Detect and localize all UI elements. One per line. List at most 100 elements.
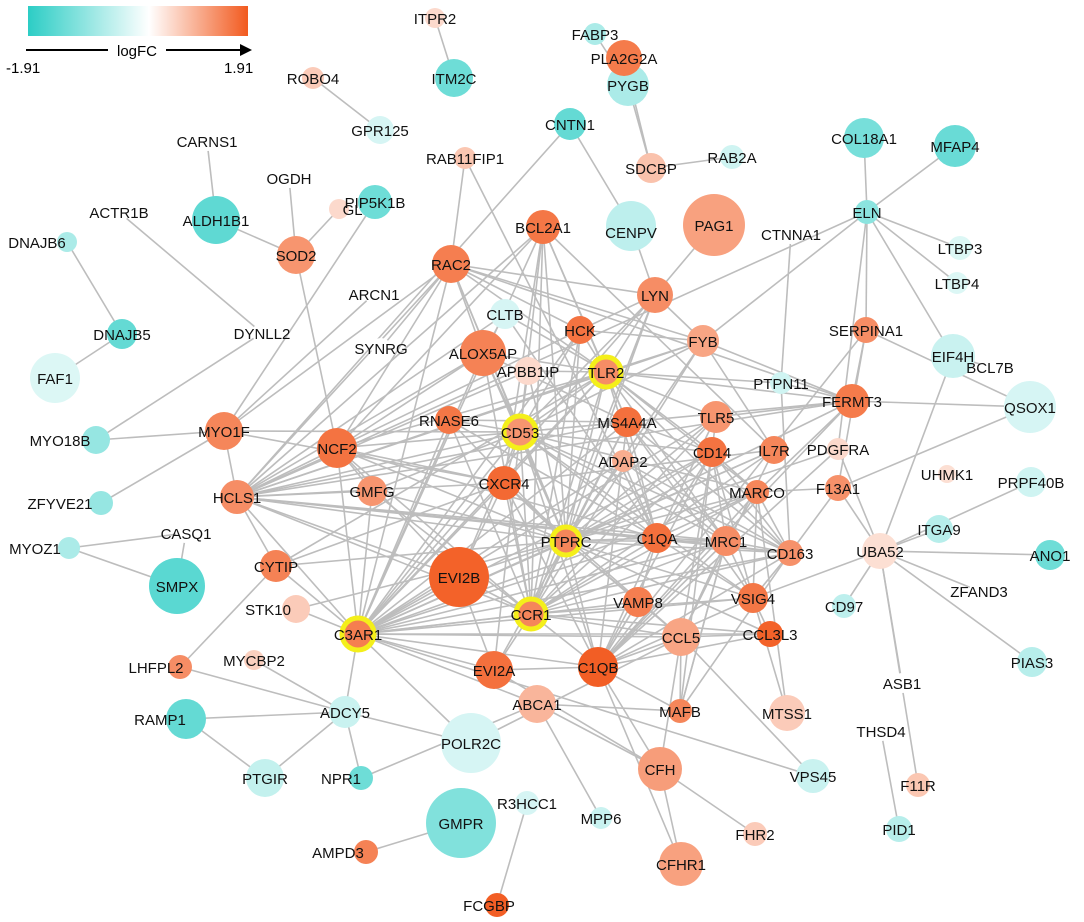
node-uhmk1[interactable]: UHMK1 [921,465,974,484]
node-circle-bcl7b[interactable] [980,357,1000,377]
node-circle-cenpv[interactable] [606,201,656,251]
node-eln[interactable]: ELN [852,200,882,224]
node-circle-rab2a[interactable] [720,145,744,169]
node-circle-gmfg[interactable] [357,476,387,506]
node-ccl3l3[interactable]: CCL3L3 [742,621,798,647]
node-myoz1[interactable]: MYOZ1 [9,537,80,559]
node-pias3[interactable]: PIAS3 [1011,647,1054,677]
node-hck[interactable]: HCK [564,316,596,344]
node-c1qb[interactable]: C1QB [578,647,619,687]
node-rab2a[interactable]: RAB2A [707,145,757,169]
node-circle-eln[interactable] [855,200,879,224]
node-circle-fcgbp[interactable] [485,893,509,917]
node-col18a1[interactable]: COL18A1 [831,118,897,158]
node-circle-qsox1[interactable] [1004,381,1056,433]
node-ncf2[interactable]: NCF2 [317,428,357,468]
node-uba52[interactable]: UBA52 [856,533,904,569]
node-cfh[interactable]: CFH [638,747,682,791]
node-synrg[interactable]: SYNRG [354,338,408,358]
node-stk10[interactable]: STK10 [245,595,310,623]
node-lyn[interactable]: LYN [637,277,673,313]
node-circle-ramp1[interactable] [166,699,206,739]
node-cytip[interactable]: CYTIP [254,550,298,582]
node-lhfpl2[interactable]: LHFPL2 [128,655,192,679]
node-qsox1[interactable]: QSOX1 [1004,381,1056,433]
node-sdcbp[interactable]: SDCBP [625,153,677,183]
node-circle-f13a1[interactable] [825,475,851,501]
node-circle-cd163[interactable] [777,540,803,566]
node-circle-cd97[interactable] [832,594,856,618]
node-circle-il7r[interactable] [760,436,788,464]
node-c1qa[interactable]: C1QA [637,523,678,553]
node-rab11fip1[interactable]: RAB11FIP1 [426,147,504,169]
node-il7r[interactable]: IL7R [758,436,790,464]
node-ptprc[interactable]: PTPRC [541,524,592,558]
node-rac2[interactable]: RAC2 [431,245,471,283]
node-ccr1[interactable]: CCR1 [511,596,552,632]
node-circle-mafb[interactable] [668,699,692,723]
node-circle-stk10[interactable] [282,595,310,623]
node-circle-fabp3[interactable] [584,23,606,45]
node-circle-rac2[interactable] [432,245,470,283]
node-alox5ap[interactable]: ALOX5AP [449,330,517,376]
node-circle-ccl3l3[interactable] [757,621,783,647]
node-ramp1[interactable]: RAMP1 [134,699,206,739]
node-circle-robo4[interactable] [302,67,324,89]
node-vamp8[interactable]: VAMP8 [613,587,663,617]
node-rnase6[interactable]: RNASE6 [419,406,479,434]
node-circle-mfap4[interactable] [934,125,976,167]
node-cd14[interactable]: CD14 [693,437,731,467]
node-circle-cxcr4[interactable] [487,466,521,500]
node-circle-vamp8[interactable] [623,587,653,617]
node-circle-itga9[interactable] [925,515,953,543]
node-arcn1[interactable]: ARCN1 [349,284,400,304]
node-circle-ccl5[interactable] [662,618,700,656]
node-circle-cfhr1[interactable] [659,842,703,886]
node-circle-evi2b[interactable] [429,547,489,607]
node-pdgfra[interactable]: PDGFRA [807,438,870,460]
node-cd53[interactable]: CD53 [501,413,539,451]
node-ltbp3[interactable]: LTBP3 [938,236,983,260]
node-circle-abca1[interactable] [518,685,556,723]
node-circle-ncf2[interactable] [317,428,357,468]
node-circle-cd53[interactable] [501,413,539,451]
node-circle-ltbp3[interactable] [948,236,972,260]
node-circle-bcl2a1[interactable] [526,210,560,244]
node-circle-itpr2[interactable] [425,8,445,28]
node-circle-cfh[interactable] [638,747,682,791]
node-circle-pdgfra[interactable] [827,438,849,460]
node-circle-adap2[interactable] [612,450,634,472]
node-circle-hcls1[interactable] [220,480,254,514]
node-circle-ltbp4[interactable] [946,272,968,294]
node-circle-alox5ap[interactable] [460,330,506,376]
node-circle-thsd4[interactable] [871,721,891,741]
node-circle-mpp6[interactable] [590,807,612,829]
node-circle-col18a1[interactable] [844,118,884,158]
node-cd163[interactable]: CD163 [767,540,814,566]
node-zfand3[interactable]: ZFAND3 [950,581,1008,601]
node-circle-sod2[interactable] [277,236,315,274]
node-ccl5[interactable]: CCL5 [662,618,700,656]
node-circle-smpx[interactable] [149,558,205,614]
node-marco[interactable]: MARCO [729,480,785,504]
node-circle-myo1f[interactable] [205,412,243,450]
node-ctnna1[interactable]: CTNNA1 [761,224,821,244]
node-fyb[interactable]: FYB [687,325,719,357]
node-circle-ptpn11[interactable] [770,372,792,394]
node-fcgbp[interactable]: FCGBP [463,893,515,917]
node-circle-myo18b[interactable] [82,426,110,454]
node-circle-mrc1[interactable] [711,526,741,556]
node-circle-dnajb5[interactable] [107,319,137,349]
node-mrc1[interactable]: MRC1 [705,526,748,556]
node-mpp6[interactable]: MPP6 [581,807,622,829]
node-robo4[interactable]: ROBO4 [287,67,340,89]
node-circle-npr1[interactable] [349,766,373,790]
node-circle-cd14[interactable] [697,437,727,467]
node-pag1[interactable]: PAG1 [683,194,745,256]
node-evi2b[interactable]: EVI2B [429,547,489,607]
node-circle-ccr1[interactable] [513,596,549,632]
node-apbb1ip[interactable]: APBB1IP [497,357,560,385]
node-circle-dynll2[interactable] [252,323,272,343]
node-cltb[interactable]: CLTB [486,299,524,329]
node-circle-ogdh[interactable] [279,168,299,188]
